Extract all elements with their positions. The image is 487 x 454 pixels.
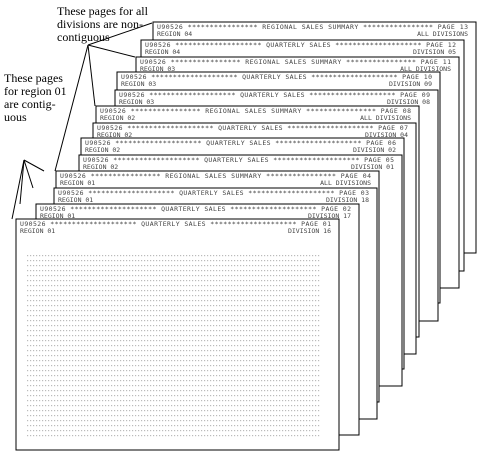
- page-division: DIVISION 16: [288, 227, 331, 235]
- page-division: DIVISION 05: [413, 48, 456, 56]
- page-region: REGION 02: [100, 114, 135, 122]
- page-division: DIVISION 04: [365, 131, 408, 139]
- page-region: REGION 01: [40, 212, 75, 220]
- page-header: U90526 ******************** QUARTERLY SA…: [97, 124, 408, 132]
- page-division: ALL DIVISIONS: [400, 65, 451, 73]
- page-header: U90526 ******************** QUARTERLY SA…: [83, 156, 394, 164]
- annotation-line: These pages for all: [57, 4, 149, 18]
- page-region: REGION 04: [145, 48, 180, 56]
- page-division: ALL DIVISIONS: [417, 30, 468, 38]
- page-region: REGION 02: [85, 146, 120, 154]
- page-region: REGION 03: [121, 80, 156, 88]
- annotation-line: are contig-: [4, 97, 56, 111]
- page-header: U90526 ******************** QUARTERLY SA…: [145, 41, 456, 49]
- annotation-line: contiguous: [57, 30, 110, 44]
- page-header: U90526 ******************** QUARTERLY SA…: [121, 73, 432, 81]
- page-header: U90526 ******************** QUARTERLY SA…: [119, 91, 430, 99]
- annotation-line: uous: [4, 110, 27, 124]
- page-header: U90526 ******************** QUARTERLY SA…: [40, 205, 351, 213]
- page-header: U90526 ******************** QUARTERLY SA…: [20, 220, 331, 228]
- page-division: DIVISION 02: [353, 146, 396, 154]
- page-stack: U90526 **************** REGIONAL SALES S…: [15, 21, 477, 451]
- page-region: REGION 01: [60, 179, 95, 187]
- page-division: ALL DIVISIONS: [320, 179, 371, 187]
- report-page: U90526 ******************** QUARTERLY SA…: [15, 218, 340, 451]
- page-division: DIVISION 09: [389, 80, 432, 88]
- annotation-line: divisions are non-: [57, 17, 143, 31]
- page-region: REGION 02: [97, 131, 132, 139]
- page-region: REGION 01: [58, 196, 93, 204]
- page-header: U90526 **************** REGIONAL SALES S…: [60, 172, 371, 180]
- page-header: U90526 ******************** QUARTERLY SA…: [85, 139, 396, 147]
- page-header: U90526 **************** REGIONAL SALES S…: [140, 58, 451, 66]
- page-header: U90526 **************** REGIONAL SALES S…: [157, 23, 468, 31]
- page-region: REGION 03: [140, 65, 175, 73]
- page-region: REGION 02: [83, 163, 118, 171]
- page-division: DIVISION 01: [351, 163, 394, 171]
- page-region: REGION 01: [20, 227, 55, 235]
- report-body: [26, 253, 321, 438]
- page-region: REGION 03: [119, 98, 154, 106]
- annotation-line: for region 01: [4, 84, 67, 98]
- pointer-lines: [11, 22, 153, 220]
- page-region: REGION 04: [157, 30, 192, 38]
- page-division: DIVISION 08: [387, 98, 430, 106]
- annotation-line: These pages: [4, 71, 63, 85]
- page-header: U90526 **************** REGIONAL SALES S…: [100, 107, 411, 115]
- page-header: U90526 ******************** QUARTERLY SA…: [58, 189, 369, 197]
- page-division: DIVISION 18: [326, 196, 369, 204]
- page-division: ALL DIVISIONS: [360, 114, 411, 122]
- page-division: DIVISION 17: [308, 212, 351, 220]
